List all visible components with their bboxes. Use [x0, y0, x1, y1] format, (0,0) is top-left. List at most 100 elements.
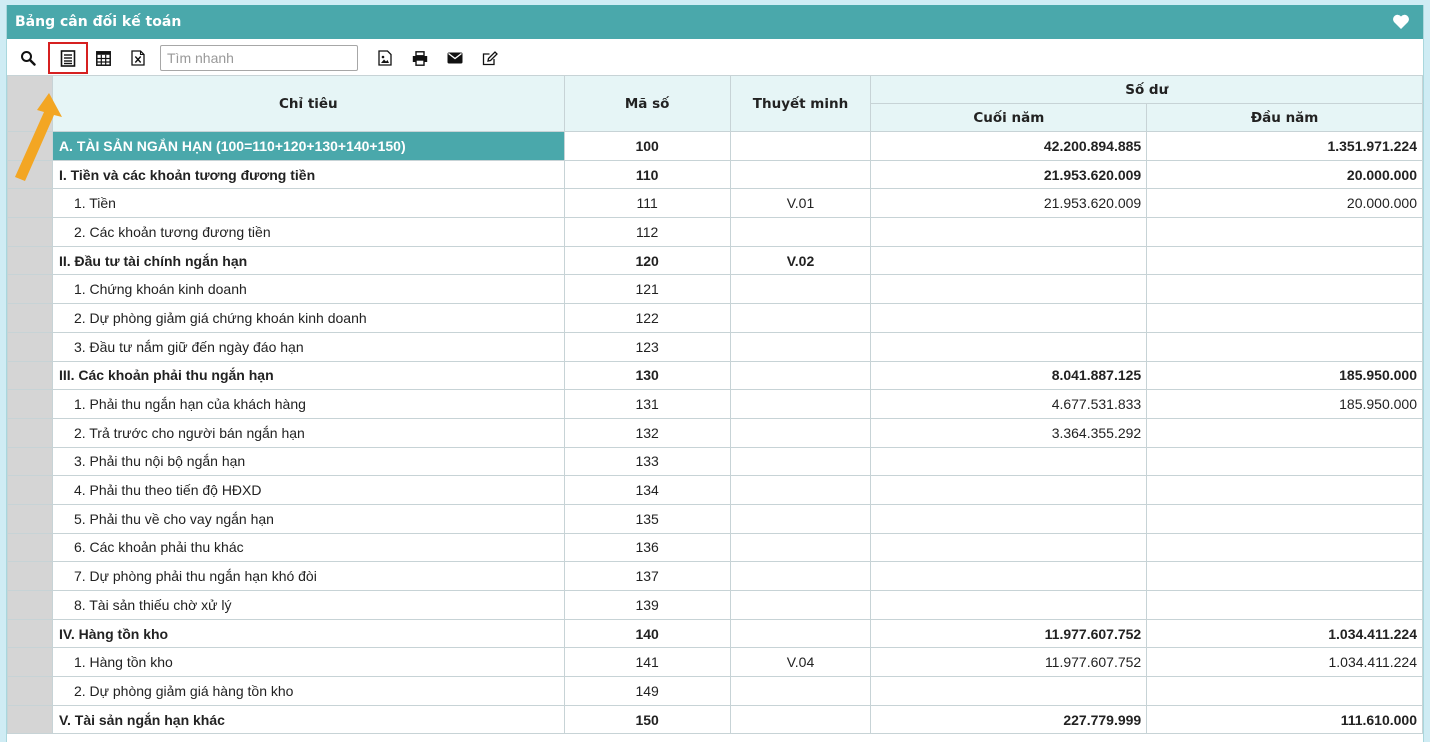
cell-ma-so[interactable]: 150	[563, 704, 731, 735]
table-row[interactable]: 7. Dự phòng phải thu ngắn hạn khó đòi 137	[7, 561, 1423, 591]
cell-cuoi-nam[interactable]	[870, 303, 1148, 333]
table-row[interactable]: IV. Hàng tồn kho 140 11.977.607.752 1.034.4…	[7, 618, 1423, 649]
cell-dau-nam[interactable]: 1.034.411.224	[1146, 647, 1423, 678]
cell-chi-tieu[interactable]: 1. Chứng khoán kinh doanh	[51, 274, 565, 305]
row-gutter-cell[interactable]	[7, 274, 53, 305]
cell-dau-nam[interactable]	[1146, 446, 1423, 477]
table-row[interactable]: 2. Dự phòng giảm giá hàng tồn kho 149	[7, 676, 1423, 706]
cell-chi-tieu[interactable]: V. Tài sản ngắn hạn khác	[51, 704, 565, 735]
cell-chi-tieu[interactable]: 3. Đầu tư nắm giữ đến ngày đáo hạn	[51, 331, 565, 362]
cell-chi-tieu[interactable]: 1. Tiền	[51, 188, 565, 219]
cell-chi-tieu[interactable]: 3. Phải thu nội bộ ngắn hạn	[51, 446, 565, 477]
row-gutter-cell[interactable]	[7, 704, 53, 735]
table-row[interactable]: 6. Các khoản phải thu khác 136	[7, 532, 1423, 563]
cell-dau-nam[interactable]	[1146, 303, 1423, 333]
cell-thuyet-minh[interactable]	[729, 274, 872, 305]
cell-thuyet-minh[interactable]	[729, 331, 872, 362]
table-row[interactable]: II. Đầu tư tài chính ngắn hạn 120 V.02	[7, 245, 1423, 276]
cell-cuoi-nam[interactable]	[870, 446, 1148, 477]
table-row[interactable]: 3. Phải thu nội bộ ngắn hạn 133	[7, 446, 1423, 477]
row-gutter-cell[interactable]	[7, 159, 53, 190]
cell-cuoi-nam[interactable]	[870, 331, 1148, 362]
cell-dau-nam[interactable]	[1146, 274, 1423, 305]
cell-ma-so[interactable]: 135	[563, 503, 731, 534]
cell-ma-so[interactable]: 139	[563, 590, 731, 620]
cell-thuyet-minh[interactable]: V.01	[729, 188, 872, 219]
cell-ma-so[interactable]: 112	[563, 217, 731, 247]
search-icon[interactable]	[15, 45, 41, 71]
cell-dau-nam[interactable]: 185.950.000	[1146, 360, 1423, 391]
cell-chi-tieu[interactable]: A. TÀI SẢN NGẮN HẠN (100=110+120+130+140…	[51, 131, 565, 161]
cell-cuoi-nam[interactable]	[870, 561, 1148, 591]
cell-cuoi-nam[interactable]: 3.364.355.292	[870, 417, 1148, 448]
cell-thuyet-minh[interactable]	[729, 303, 872, 333]
cell-ma-so[interactable]: 100	[563, 131, 731, 161]
table-row[interactable]: V. Tài sản ngắn hạn khác 150 227.779.999 11…	[7, 704, 1423, 735]
cell-dau-nam[interactable]: 1.034.411.224	[1146, 618, 1423, 649]
row-gutter-cell[interactable]	[7, 360, 53, 391]
cell-chi-tieu[interactable]: 6. Các khoản phải thu khác	[51, 532, 565, 563]
cell-cuoi-nam[interactable]	[870, 245, 1148, 276]
cell-thuyet-minh[interactable]	[729, 131, 872, 161]
cell-ma-so[interactable]: 120	[563, 245, 731, 276]
row-gutter-cell[interactable]	[7, 188, 53, 219]
cell-dau-nam[interactable]	[1146, 590, 1423, 620]
cell-thuyet-minh[interactable]: V.04	[729, 647, 872, 678]
table-row[interactable]: 1. Chứng khoán kinh doanh 121	[7, 274, 1423, 305]
cell-cuoi-nam[interactable]	[870, 532, 1148, 563]
row-gutter-cell[interactable]	[7, 590, 53, 620]
cell-ma-so[interactable]: 136	[563, 532, 731, 563]
cell-dau-nam[interactable]	[1146, 503, 1423, 534]
cell-dau-nam[interactable]: 1.351.971.224	[1146, 131, 1423, 161]
cell-chi-tieu[interactable]: 8. Tài sản thiếu chờ xử lý	[51, 590, 565, 620]
cell-ma-so[interactable]: 130	[563, 360, 731, 391]
cell-ma-so[interactable]: 110	[563, 159, 731, 190]
cell-cuoi-nam[interactable]	[870, 274, 1148, 305]
cell-chi-tieu[interactable]: I. Tiền và các khoản tương đương tiền	[51, 159, 565, 190]
cell-dau-nam[interactable]: 111.610.000	[1146, 704, 1423, 735]
cell-chi-tieu[interactable]: III. Các khoản phải thu ngắn hạn	[51, 360, 565, 391]
cell-cuoi-nam[interactable]: 21.953.620.009	[870, 188, 1148, 219]
cell-dau-nam[interactable]	[1146, 475, 1423, 505]
table-row[interactable]: 8. Tài sản thiếu chờ xử lý 139	[7, 590, 1423, 620]
table-row[interactable]: 1. Phải thu ngắn hạn của khách hàng 131 4.…	[7, 389, 1423, 419]
cell-chi-tieu[interactable]: 2. Dự phòng giảm giá chứng khoán kinh do…	[51, 303, 565, 333]
row-gutter-cell[interactable]	[7, 561, 53, 591]
table-row[interactable]: 4. Phải thu theo tiến độ HĐXD 134	[7, 475, 1423, 505]
row-gutter-cell[interactable]	[7, 417, 53, 448]
table-row[interactable]: 5. Phải thu về cho vay ngắn hạn 135	[7, 503, 1423, 534]
cell-ma-so[interactable]: 121	[563, 274, 731, 305]
cell-chi-tieu[interactable]: II. Đầu tư tài chính ngắn hạn	[51, 245, 565, 276]
cell-dau-nam[interactable]	[1146, 331, 1423, 362]
cell-cuoi-nam[interactable]: 4.677.531.833	[870, 389, 1148, 419]
cell-chi-tieu[interactable]: 2. Trả trước cho người bán ngắn hạn	[51, 417, 565, 448]
report-view-icon[interactable]	[48, 42, 88, 74]
row-gutter-cell[interactable]	[7, 647, 53, 678]
row-gutter-cell[interactable]	[7, 446, 53, 477]
row-gutter-cell[interactable]	[7, 303, 53, 333]
cell-thuyet-minh[interactable]	[729, 217, 872, 247]
cell-thuyet-minh[interactable]	[729, 446, 872, 477]
cell-ma-so[interactable]: 134	[563, 475, 731, 505]
cell-thuyet-minh[interactable]	[729, 360, 872, 391]
cell-thuyet-minh[interactable]	[729, 618, 872, 649]
table-row[interactable]: 2. Trả trước cho người bán ngắn hạn 132 3.…	[7, 417, 1423, 448]
cell-dau-nam[interactable]: 20.000.000	[1146, 159, 1423, 190]
email-icon[interactable]	[442, 45, 468, 71]
cell-ma-so[interactable]: 133	[563, 446, 731, 477]
cell-dau-nam[interactable]	[1146, 245, 1423, 276]
cell-cuoi-nam[interactable]: 8.041.887.125	[870, 360, 1148, 391]
row-gutter-cell[interactable]	[7, 217, 53, 247]
print-icon[interactable]	[407, 45, 433, 71]
table-row[interactable]: I. Tiền và các khoản tương đương tiền 110…	[7, 159, 1423, 190]
table-row[interactable]: III. Các khoản phải thu ngắn hạn 130 8.041…	[7, 360, 1423, 391]
excel-icon[interactable]	[125, 45, 151, 71]
cell-cuoi-nam[interactable]	[870, 503, 1148, 534]
table-row[interactable]: 2. Các khoản tương đương tiền 112	[7, 217, 1423, 247]
cell-thuyet-minh[interactable]: V.02	[729, 245, 872, 276]
cell-thuyet-minh[interactable]	[729, 417, 872, 448]
row-gutter-cell[interactable]	[7, 245, 53, 276]
table-row[interactable]: 3. Đầu tư nắm giữ đến ngày đáo hạn 123	[7, 331, 1423, 362]
cell-dau-nam[interactable]: 185.950.000	[1146, 389, 1423, 419]
row-gutter-cell[interactable]	[7, 503, 53, 534]
